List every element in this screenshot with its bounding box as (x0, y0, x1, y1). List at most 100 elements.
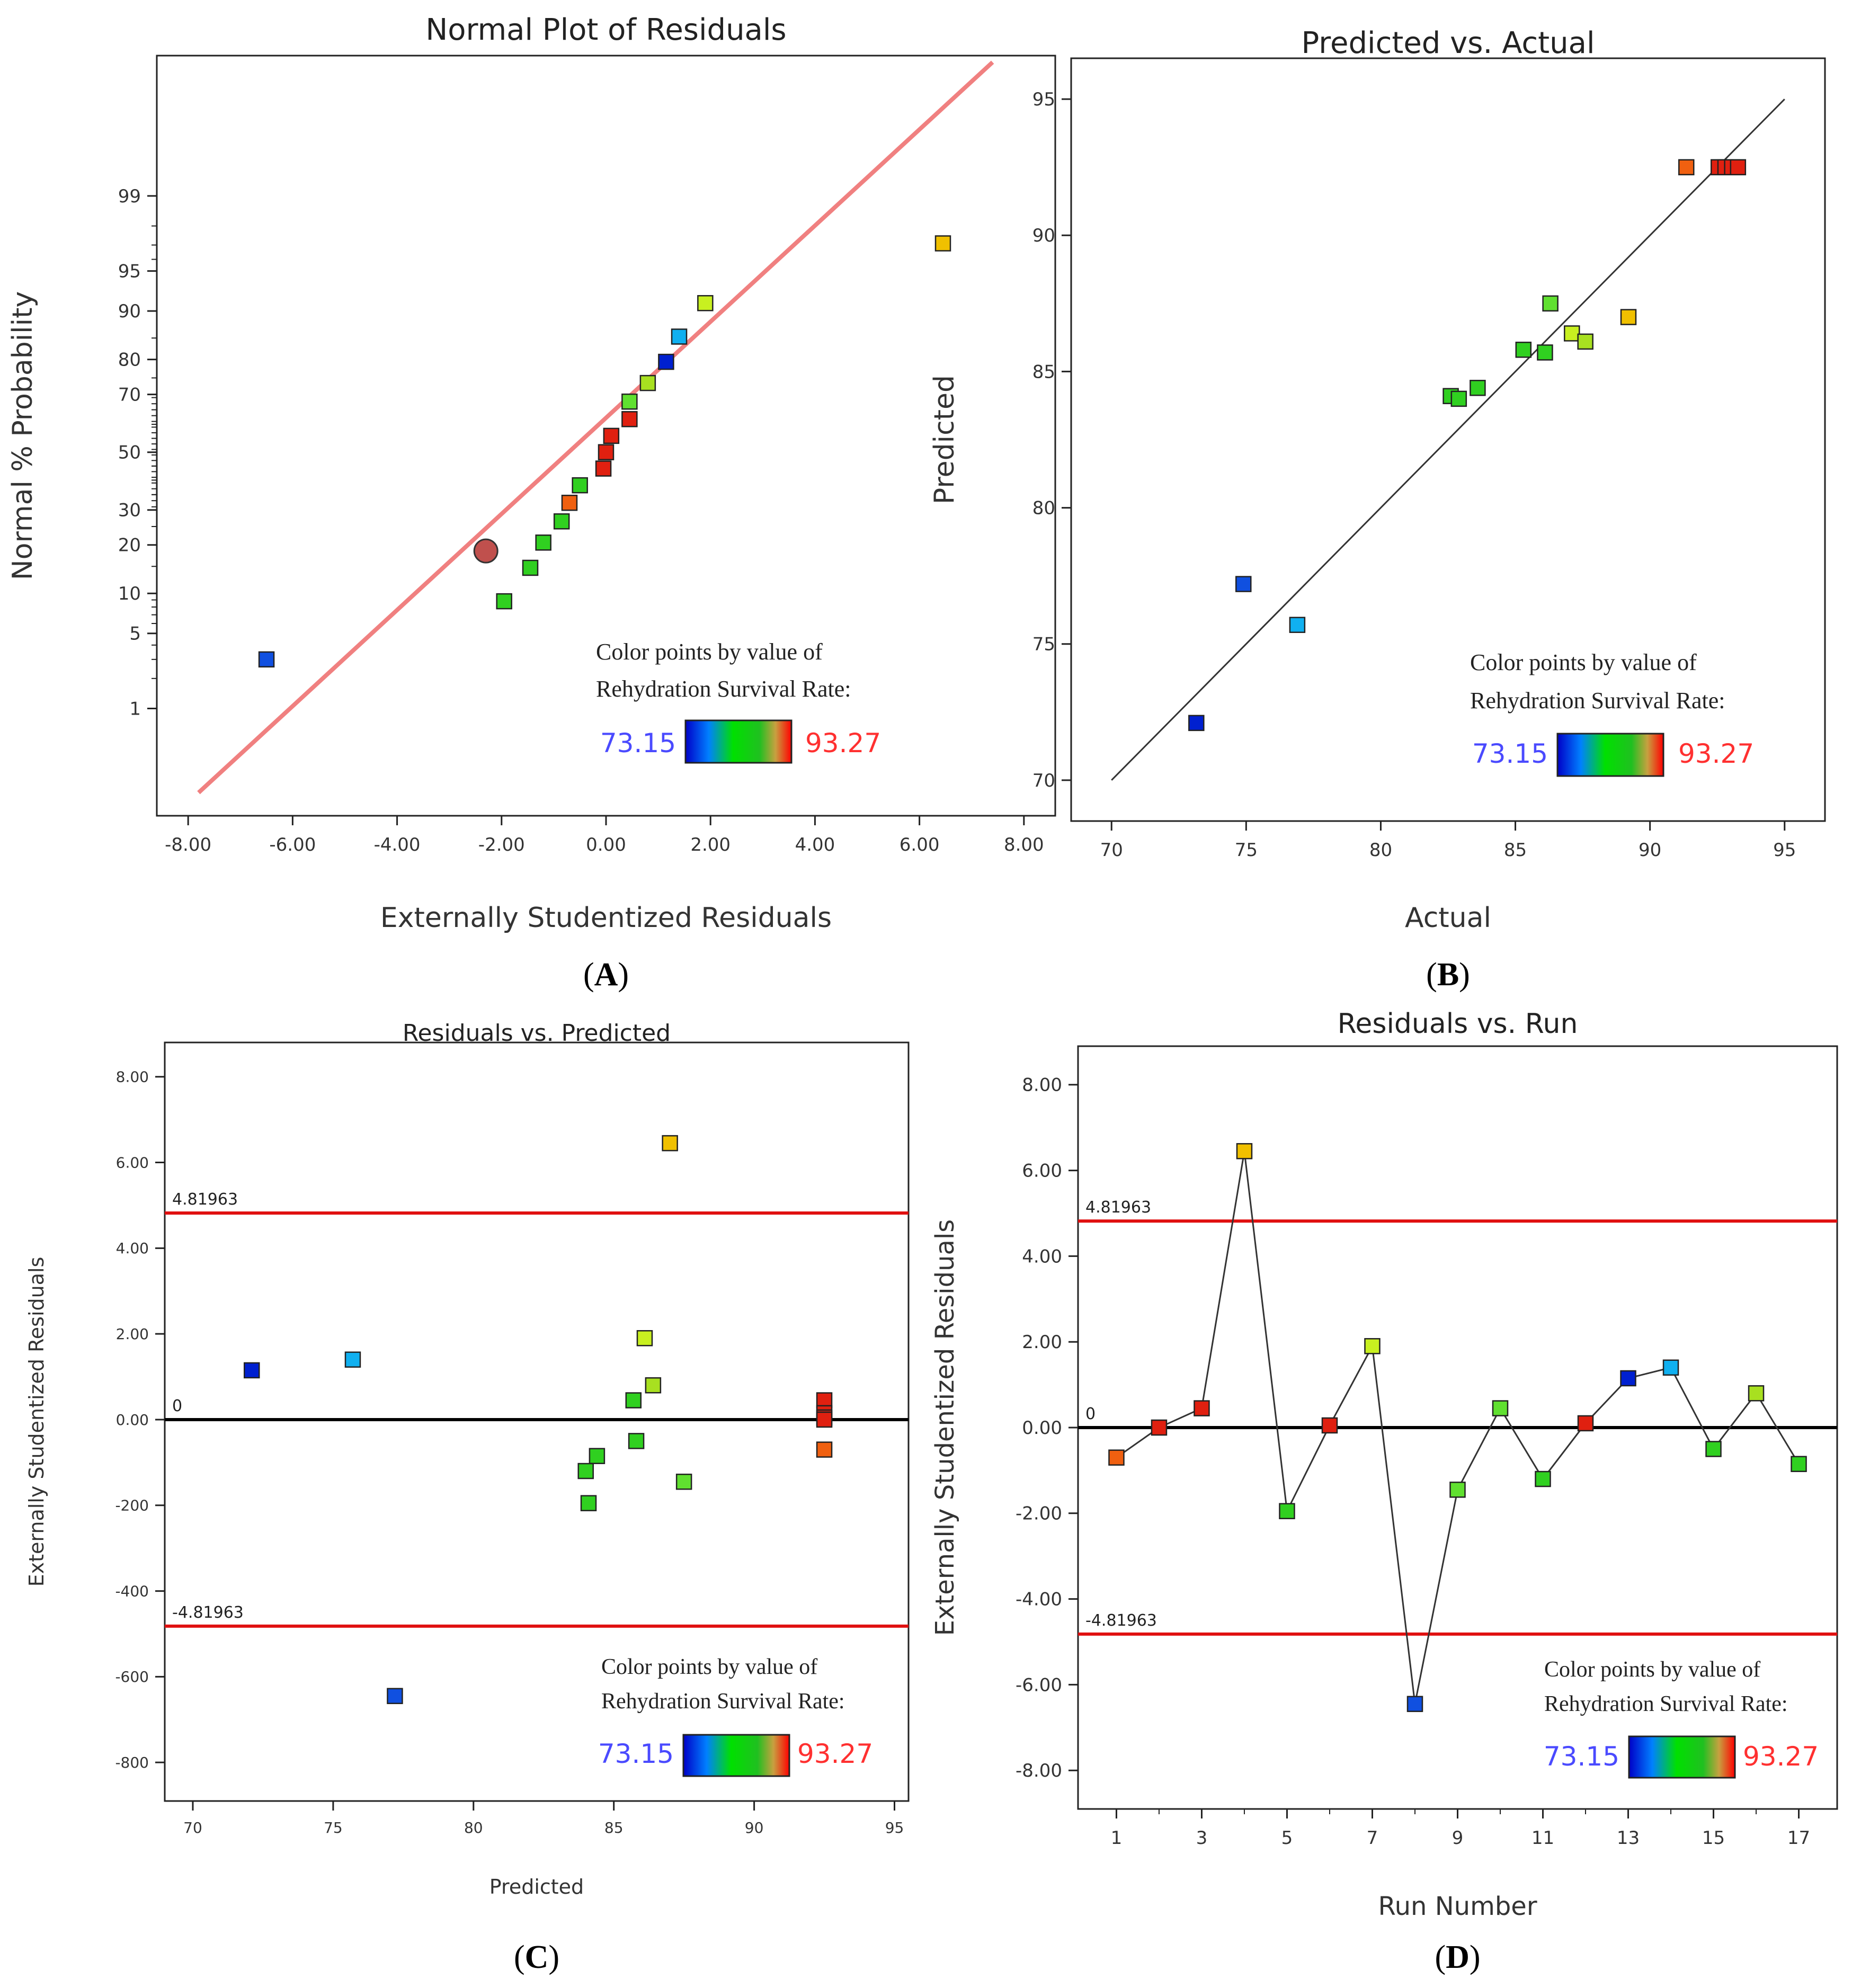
data-point (1564, 325, 1580, 342)
x-tick-label: 75 (324, 1819, 343, 1837)
reference-line-label: 0 (1085, 1405, 1096, 1423)
panel-label: (D) (1435, 1939, 1480, 1975)
y-tick-label: 95 (118, 261, 141, 282)
panel-label: (C) (514, 1939, 559, 1975)
panel-letter: D (1446, 1939, 1470, 1975)
legend-line-1: Color points by value of (1544, 1657, 1760, 1682)
data-point (1151, 1419, 1168, 1436)
data-point (934, 235, 951, 252)
data-point (589, 1448, 606, 1464)
y-tick-label: 5 (129, 623, 141, 645)
x-tick-label: 13 (1617, 1827, 1640, 1849)
x-tick-label: 5 (1281, 1827, 1293, 1849)
y-tick-label: 85 (1032, 361, 1055, 382)
x-tick-label: -6.00 (269, 834, 316, 855)
panel-paren-close: ) (1459, 957, 1470, 993)
x-tick-label: 80 (464, 1819, 483, 1837)
x-tick-label: 80 (1369, 840, 1392, 861)
legend-max-value: 93.27 (805, 728, 881, 759)
data-point (1108, 1449, 1125, 1466)
x-tick-label: 85 (604, 1819, 624, 1837)
data-point (1620, 1370, 1636, 1387)
panel-paren-open: ( (1435, 1939, 1446, 1975)
data-point (598, 444, 615, 460)
x-tick-label: 95 (1773, 840, 1796, 861)
legend-line-2: Rehydration Survival Rate: (1470, 688, 1725, 714)
data-point (1279, 1503, 1295, 1520)
data-point (639, 375, 656, 391)
x-tick-label: 6.00 (900, 834, 940, 855)
legend-min-value: 73.15 (1544, 1741, 1619, 1772)
data-point (1535, 1470, 1551, 1487)
x-tick-label: 3 (1196, 1827, 1208, 1849)
data-point (580, 1495, 597, 1511)
x-tick-label: 75 (1235, 840, 1258, 861)
legend-max-value: 93.27 (1743, 1741, 1819, 1772)
y-tick-label: 2.00 (116, 1325, 149, 1343)
data-point (387, 1688, 403, 1705)
x-axis-label: Actual (1405, 902, 1491, 934)
chart-panel-b: Predicted vs. Actual Actual Predicted (B) 70… (929, 26, 1826, 993)
data-point (496, 593, 512, 610)
y-tick-label: 1 (129, 698, 141, 719)
panel-label: (A) (583, 957, 629, 993)
x-tick-label: 90 (1639, 840, 1661, 861)
x-tick-label: 70 (1100, 840, 1123, 861)
legend-line-1: Color points by value of (1470, 649, 1697, 675)
y-tick-label: 75 (1032, 634, 1055, 655)
data-point (1542, 295, 1559, 312)
y-tick-label: 90 (118, 301, 141, 322)
legend-min-value: 73.15 (1472, 738, 1548, 769)
y-tick-label: -6.00 (1016, 1674, 1062, 1696)
panel-letter: C (525, 1939, 549, 1975)
data-point (1748, 1385, 1765, 1402)
data-point (595, 460, 612, 477)
data-point (1662, 1359, 1679, 1376)
y-tick-label: 6.00 (1022, 1161, 1062, 1182)
data-point (553, 513, 570, 530)
y-tick-label: 10 (118, 583, 141, 604)
data-point (1194, 1400, 1210, 1416)
y-axis-label: Normal % Probability (7, 291, 39, 581)
panel-paren-close: ) (618, 957, 629, 993)
data-point (675, 1474, 692, 1490)
x-tick-label: 4.00 (795, 834, 835, 855)
legend-color-bar (684, 719, 793, 764)
data-point (1450, 390, 1467, 407)
legend-color-bar (1628, 1735, 1736, 1779)
x-axis-label: Predicted (489, 1875, 584, 1898)
plot-frame (164, 1041, 910, 1802)
chart-title: Normal Plot of Residuals (425, 13, 786, 47)
x-tick-label: 0.00 (586, 834, 626, 855)
y-tick-label: 0.00 (116, 1411, 149, 1429)
x-tick-label: 1 (1111, 1827, 1123, 1849)
data-point (816, 1411, 833, 1428)
chart-panel-c: Residuals vs. Predicted Predicted External… (25, 1020, 910, 1975)
chart-panel-d: Residuals vs. Run Run Number Externally St… (930, 1008, 1838, 1975)
panel-paren-open: ( (514, 1939, 525, 1975)
data-point (1705, 1441, 1722, 1457)
data-point (658, 353, 674, 370)
data-point (577, 1463, 594, 1479)
y-tick-label: 4.00 (116, 1240, 149, 1257)
identity-fit-line (1111, 99, 1785, 781)
data-point (1235, 576, 1252, 592)
data-point (1449, 1482, 1466, 1498)
x-tick-label: 70 (183, 1819, 202, 1837)
reference-line-label: 4.81963 (1085, 1198, 1151, 1217)
data-point (522, 559, 539, 576)
data-point (1537, 344, 1553, 361)
chart-panel-a: Normal Plot of Residuals Externally Stude… (7, 13, 1056, 993)
x-tick-label: -4.00 (374, 834, 421, 855)
panel-paren-open: ( (1426, 957, 1437, 993)
y-tick-label: -200 (115, 1497, 149, 1514)
data-point (1492, 1400, 1509, 1416)
data-point (1470, 380, 1486, 396)
legend-min-value: 73.15 (600, 728, 676, 759)
panel-paren-close: ) (548, 1939, 559, 1975)
data-point (1620, 309, 1637, 325)
x-tick-label: 8.00 (1004, 834, 1044, 855)
y-tick-label: 8.00 (1022, 1075, 1062, 1096)
reference-line-label: 4.81963 (172, 1190, 238, 1209)
